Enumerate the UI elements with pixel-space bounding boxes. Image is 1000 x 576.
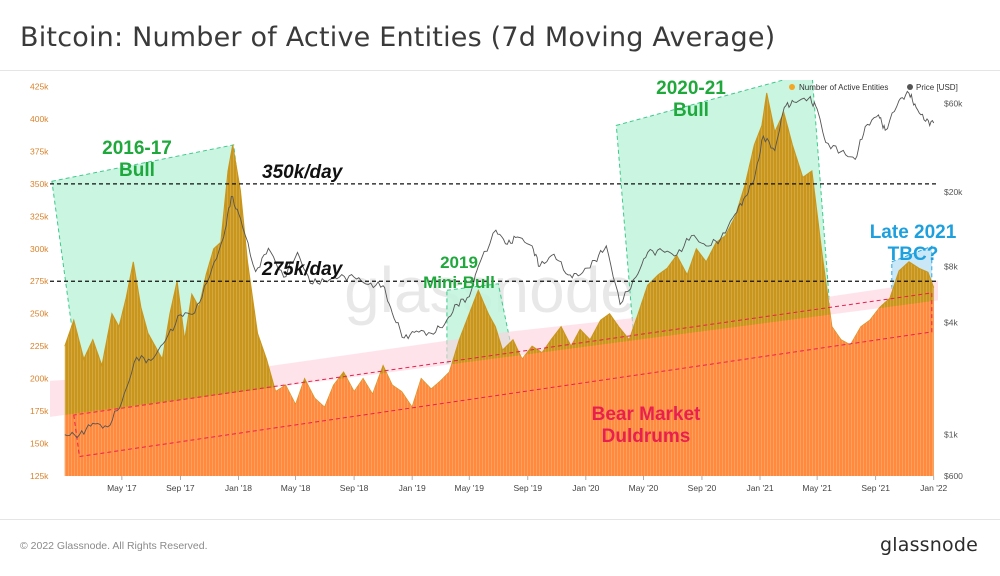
y-left-tick: 250k [30,309,49,319]
legend-entities-swatch [789,84,795,90]
x-tick-label: Jan '18 [225,483,252,493]
annotation-late-2021-line2: TBC? [888,244,939,265]
y-left-tick: 425k [30,81,49,91]
x-tick-label: Jan '20 [572,483,599,493]
x-tick-label: May '18 [281,483,311,493]
footer-brand-logo: glassnode [880,534,978,556]
legend-entities-label: Number of Active Entities [799,83,888,92]
legend-price-label: Price [USD] [916,83,958,92]
x-tick-label: Sep '20 [688,483,717,493]
chart-frame [0,70,1000,520]
footer-copyright: © 2022 Glassnode. All Rights Reserved. [20,540,208,552]
price-line [64,90,935,439]
annotation-minibull-2019-line1: 2019 [440,253,478,272]
annotation-minibull-2019-line2: Mini-Bull [423,273,495,292]
x-tick-label: May '17 [107,483,137,493]
y-left-tick: 325k [30,211,49,221]
y-right-tick: $20k [944,187,963,197]
y-left-tick: 400k [30,114,49,124]
y-left-tick: 150k [30,439,49,449]
y-right-tick: $600 [944,471,963,481]
y-right-tick: $4k [944,317,958,327]
x-tick-label: May '21 [802,483,832,493]
y-left-tick: 375k [30,146,49,156]
y-left-tick: 275k [30,276,49,286]
annotation-bear-market-line2: Duldrums [602,426,691,447]
x-tick-label: Jan '22 [920,483,947,493]
annotation-bull-2016-line2: Bull [119,160,155,181]
x-tick-label: Sep '17 [166,483,195,493]
annotation-bull-2016-line1: 2016-17 [102,138,172,159]
annotation-bull-2020-line2: Bull [673,100,709,121]
x-tick-label: May '20 [629,483,659,493]
annotation-bull-2020-line1: 2020-21 [656,78,726,99]
x-tick-label: Jan '19 [399,483,426,493]
y-left-tick: 125k [30,471,49,481]
y-left-tick: 200k [30,374,49,384]
y-left-tick: 350k [30,179,49,189]
x-tick-label: Jan '21 [746,483,773,493]
reference-label-0: 350k/day [262,162,344,183]
y-right-tick: $1k [944,430,958,440]
x-tick-label: Sep '18 [340,483,369,493]
x-tick-label: Sep '21 [861,483,890,493]
y-right-tick: $60k [944,98,963,108]
chart-title: Bitcoin: Number of Active Entities (7d M… [20,22,776,53]
legend-price-swatch [907,84,913,90]
y-right-tick: $8k [944,261,958,271]
y-left-tick: 175k [30,406,49,416]
y-left-tick: 300k [30,244,49,254]
bear-market-wedge-bars [64,300,934,476]
bear-market-border [73,292,933,458]
x-tick-label: Sep '19 [513,483,542,493]
y-left-tick: 225k [30,341,49,351]
x-tick-label: May '19 [455,483,485,493]
reference-label-1: 275k/day [261,259,344,280]
annotation-bear-market-line1: Bear Market [592,404,701,425]
annotation-late-2021-line1: Late 2021 [870,222,957,243]
